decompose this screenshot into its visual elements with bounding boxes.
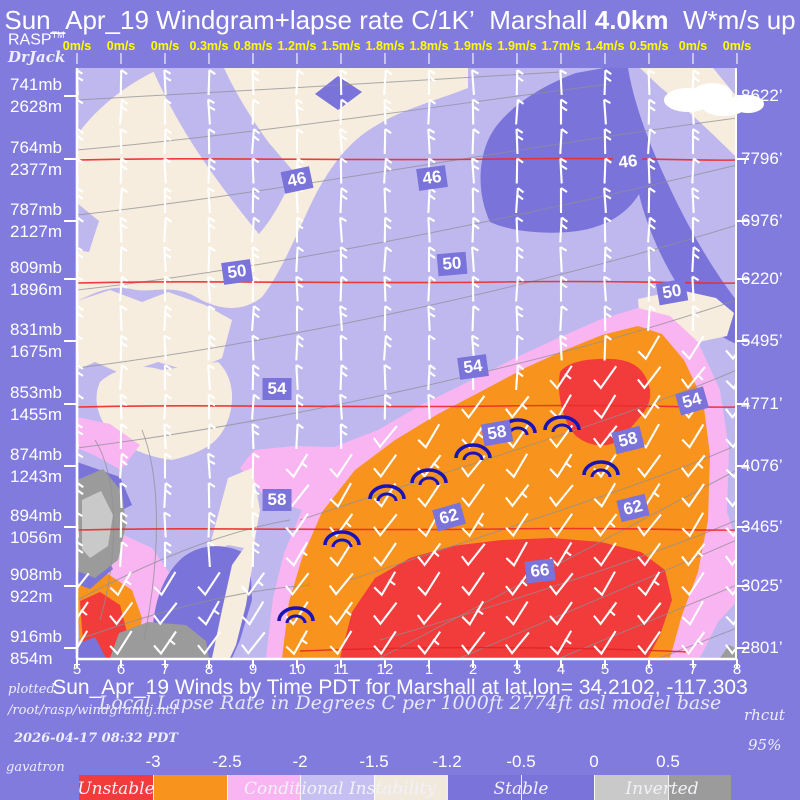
legend-class-label: Stable (493, 779, 549, 799)
legend-color-segment (668, 775, 731, 800)
rasp-logo: RASPTM (8, 30, 65, 49)
rhcut-value: 95% (748, 736, 782, 754)
drjack-credit: DrJack (8, 48, 66, 66)
stability-region (480, 68, 737, 344)
title-unit: W*m/s up (682, 5, 796, 35)
legend-class-label: Unstable (77, 779, 155, 799)
stability-region (207, 468, 260, 556)
stability-region (340, 538, 672, 658)
lapse-rate-caption: Local Lapse Rate in Degrees C per 1000ft… (98, 692, 722, 714)
gray-isoline (77, 71, 561, 101)
gray-isoline (77, 117, 737, 216)
gray-isoline (77, 164, 737, 291)
plotted-path: /root/rasp/windgramtj.ncl (8, 703, 177, 718)
gray-isoline (94, 439, 115, 621)
wind-barbs (77, 69, 737, 656)
chart-subtitle: Sun_Apr_19 Winds by Time PDT for Marshal… (52, 676, 748, 699)
plot-frame (64, 53, 749, 668)
legend-tick-value: -1.5 (359, 752, 389, 771)
stability-region (700, 601, 737, 658)
legend-class-label: Conditional Instability (244, 779, 436, 799)
stability-region (77, 290, 232, 374)
gray-isoline (77, 224, 737, 369)
stability-region (110, 622, 209, 658)
legend-divider (594, 775, 595, 800)
legend-divider (521, 775, 522, 800)
legend-color-segment (300, 775, 374, 800)
soaring-height-marker (323, 530, 361, 548)
soaring-height-marker (454, 443, 492, 461)
legend-tick-value: -2.5 (212, 752, 242, 771)
soaring-height-marker (582, 460, 620, 478)
legend-divider (227, 775, 228, 800)
rasp-tm: TM (51, 30, 65, 40)
gray-isoline (77, 584, 311, 641)
plotted-label: plotted (8, 682, 55, 697)
soaring-height-marker (543, 415, 581, 433)
legend-color-segment (374, 775, 447, 800)
legend-color-segment (594, 775, 668, 800)
legend-tick-value: -0.5 (506, 752, 536, 771)
red-isoline (77, 157, 737, 161)
legend-divider (374, 775, 375, 800)
gray-isoline (659, 627, 737, 659)
title-site: Marshall (489, 5, 588, 35)
red-isoline (77, 527, 737, 531)
stability-region (212, 548, 254, 658)
cloud-icon (664, 83, 764, 116)
gray-isoline (459, 539, 737, 659)
legend-class-label: Inverted (625, 779, 699, 799)
legend-tick-value: 0 (589, 752, 599, 771)
plot-user: gavatron (6, 760, 65, 775)
stability-region (82, 491, 113, 558)
page-title: Sun_Apr_19 Windgram+lapse rate C/1K’ Mar… (0, 5, 800, 36)
gray-isoline (77, 519, 291, 601)
soaring-height-marker (368, 484, 406, 502)
legend-color-segment (447, 775, 521, 800)
title-altitude: 4.0km (594, 5, 669, 35)
title-main: Sun_Apr_19 Windgram+lapse rate C/1K’ (4, 5, 475, 35)
stability-region (720, 645, 737, 658)
gray-isoline (559, 584, 737, 659)
stability-region (77, 637, 106, 658)
soaring-height-marker (410, 468, 448, 486)
legend-color-segment (521, 775, 594, 800)
plot-datetime: 2026-04-17 08:32 PDT (14, 731, 178, 746)
legend-tick-value: 0.5 (656, 752, 680, 771)
legend-color-segment (79, 775, 153, 800)
rhcut-label: rhcut (744, 706, 785, 724)
legend-color-segment (153, 775, 227, 800)
legend-divider (153, 775, 154, 800)
legend-divider (447, 775, 448, 800)
legend-tick-value: -1.2 (432, 752, 462, 771)
stability-region (77, 203, 99, 252)
gray-isoline (141, 429, 157, 641)
gray-isoline (77, 299, 737, 449)
legend-divider (668, 775, 669, 800)
gray-isoline (379, 519, 737, 641)
legend-color-segment (227, 775, 300, 800)
legend-divider (300, 775, 301, 800)
gray-isoline (77, 83, 611, 151)
stability-region (558, 358, 651, 446)
plot-area (77, 68, 737, 659)
legend-tick-value: -2 (292, 752, 308, 771)
legend-tick-value: -3 (145, 752, 161, 771)
soaring-height-marker (277, 606, 315, 624)
stability-region (713, 68, 737, 97)
